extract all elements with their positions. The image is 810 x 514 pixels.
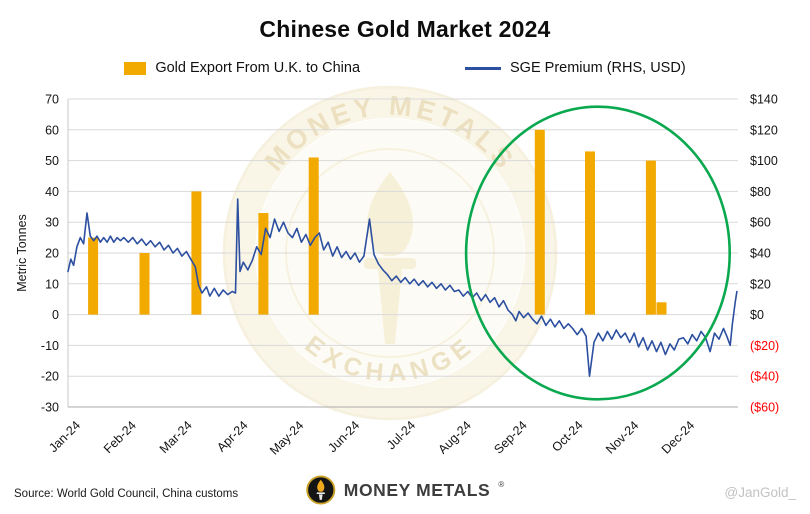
x-axis-tick-label: Jan-24: [46, 418, 83, 455]
x-axis-tick-label: Oct-24: [549, 418, 585, 454]
x-axis-tick-label: Jul-24: [384, 418, 418, 452]
x-axis-tick-label: Feb-24: [101, 418, 139, 456]
bar-gold-export: [656, 302, 667, 315]
x-axis-tick-label: Jun-24: [325, 418, 362, 455]
badge-ring: [306, 475, 336, 505]
bar-gold-export: [308, 157, 319, 315]
right-axis-tick-label: ($60): [750, 401, 779, 415]
left-axis-tick-label: 10: [45, 277, 59, 291]
right-axis-tick-label: $20: [750, 277, 771, 291]
left-axis-tick-label: 50: [45, 154, 59, 168]
legend: Gold Export From U.K. to China SGE Premi…: [0, 60, 810, 76]
left-axis-tick-label: 40: [45, 185, 59, 199]
right-axis-tick-label: $100: [750, 154, 778, 168]
right-axis-tick-label: $120: [750, 123, 778, 137]
money-metals-logo: MONEY METALS ®: [306, 475, 504, 505]
twitter-handle: @JanGold_: [724, 485, 797, 500]
left-axis-tick-label: 0: [52, 308, 59, 322]
watermark-torch-crossbar: [364, 258, 416, 269]
left-axis-tick-label: 20: [45, 247, 59, 261]
x-axis-tick-label: Dec-24: [659, 418, 697, 456]
right-axis-tick-label: $140: [750, 93, 778, 107]
bar-gold-export: [88, 237, 99, 315]
highlight-ellipse: [464, 105, 732, 401]
x-axis-tick-label: Nov-24: [603, 418, 641, 456]
left-axis-tick-label: -30: [41, 401, 59, 415]
bar-gold-export: [534, 129, 545, 315]
watermark-flame-icon: [367, 172, 413, 257]
bar-gold-export: [585, 151, 595, 315]
left-axis-title: Metric Tonnes: [15, 214, 29, 292]
chart-title: Chinese Gold Market 2024: [259, 16, 551, 42]
legend-sge-premium-label: SGE Premium (RHS, USD): [510, 60, 686, 76]
right-axis-tick-label: ($40): [750, 370, 779, 384]
legend-gold-export-label: Gold Export From U.K. to China: [155, 60, 361, 76]
left-axis-tick-label: -20: [41, 370, 59, 384]
money-metals-badge-icon: [306, 475, 336, 505]
flame-icon: [317, 479, 325, 492]
left-axis-tick-label: -10: [41, 339, 59, 353]
brand-name: MONEY METALS: [343, 479, 491, 500]
x-axis-tick-label: May-24: [267, 418, 306, 457]
legend-bar-swatch: [124, 61, 147, 75]
right-axis-tick-label: $40: [750, 247, 771, 261]
left-axis-tick-label: 30: [45, 216, 59, 230]
x-axis-tick-label: Aug-24: [436, 418, 474, 456]
source-note: Source: World Gold Council, China custom…: [14, 488, 239, 500]
x-axis-tick-label: Apr-24: [214, 418, 250, 454]
torch-crossbar: [316, 492, 325, 495]
bar-gold-export: [191, 191, 202, 315]
left-axis-tick-label: 70: [45, 93, 59, 107]
right-axis-tick-label: ($20): [750, 339, 779, 353]
registered-mark: ®: [498, 479, 505, 489]
right-axis-tick-label: $80: [750, 185, 771, 199]
legend-item-sge-premium: SGE Premium (RHS, USD): [465, 60, 686, 76]
right-axis-tick-label: $0: [750, 308, 764, 322]
line-sge-premium: [67, 198, 738, 378]
right-axis-tick-label: $60: [750, 216, 771, 230]
x-axis-tick-label: Mar-24: [157, 418, 195, 456]
bar-gold-export: [645, 160, 656, 315]
torch-handle: [318, 494, 323, 500]
left-axis-tick-label: 60: [45, 123, 59, 137]
watermark-torch-handle: [378, 269, 402, 344]
bar-gold-export: [139, 253, 150, 315]
legend-line-swatch: [465, 66, 502, 70]
bar-gold-export: [258, 213, 269, 315]
legend-item-gold-export: Gold Export From U.K. to China: [124, 60, 360, 76]
x-axis-tick-label: Sep-24: [491, 418, 529, 456]
